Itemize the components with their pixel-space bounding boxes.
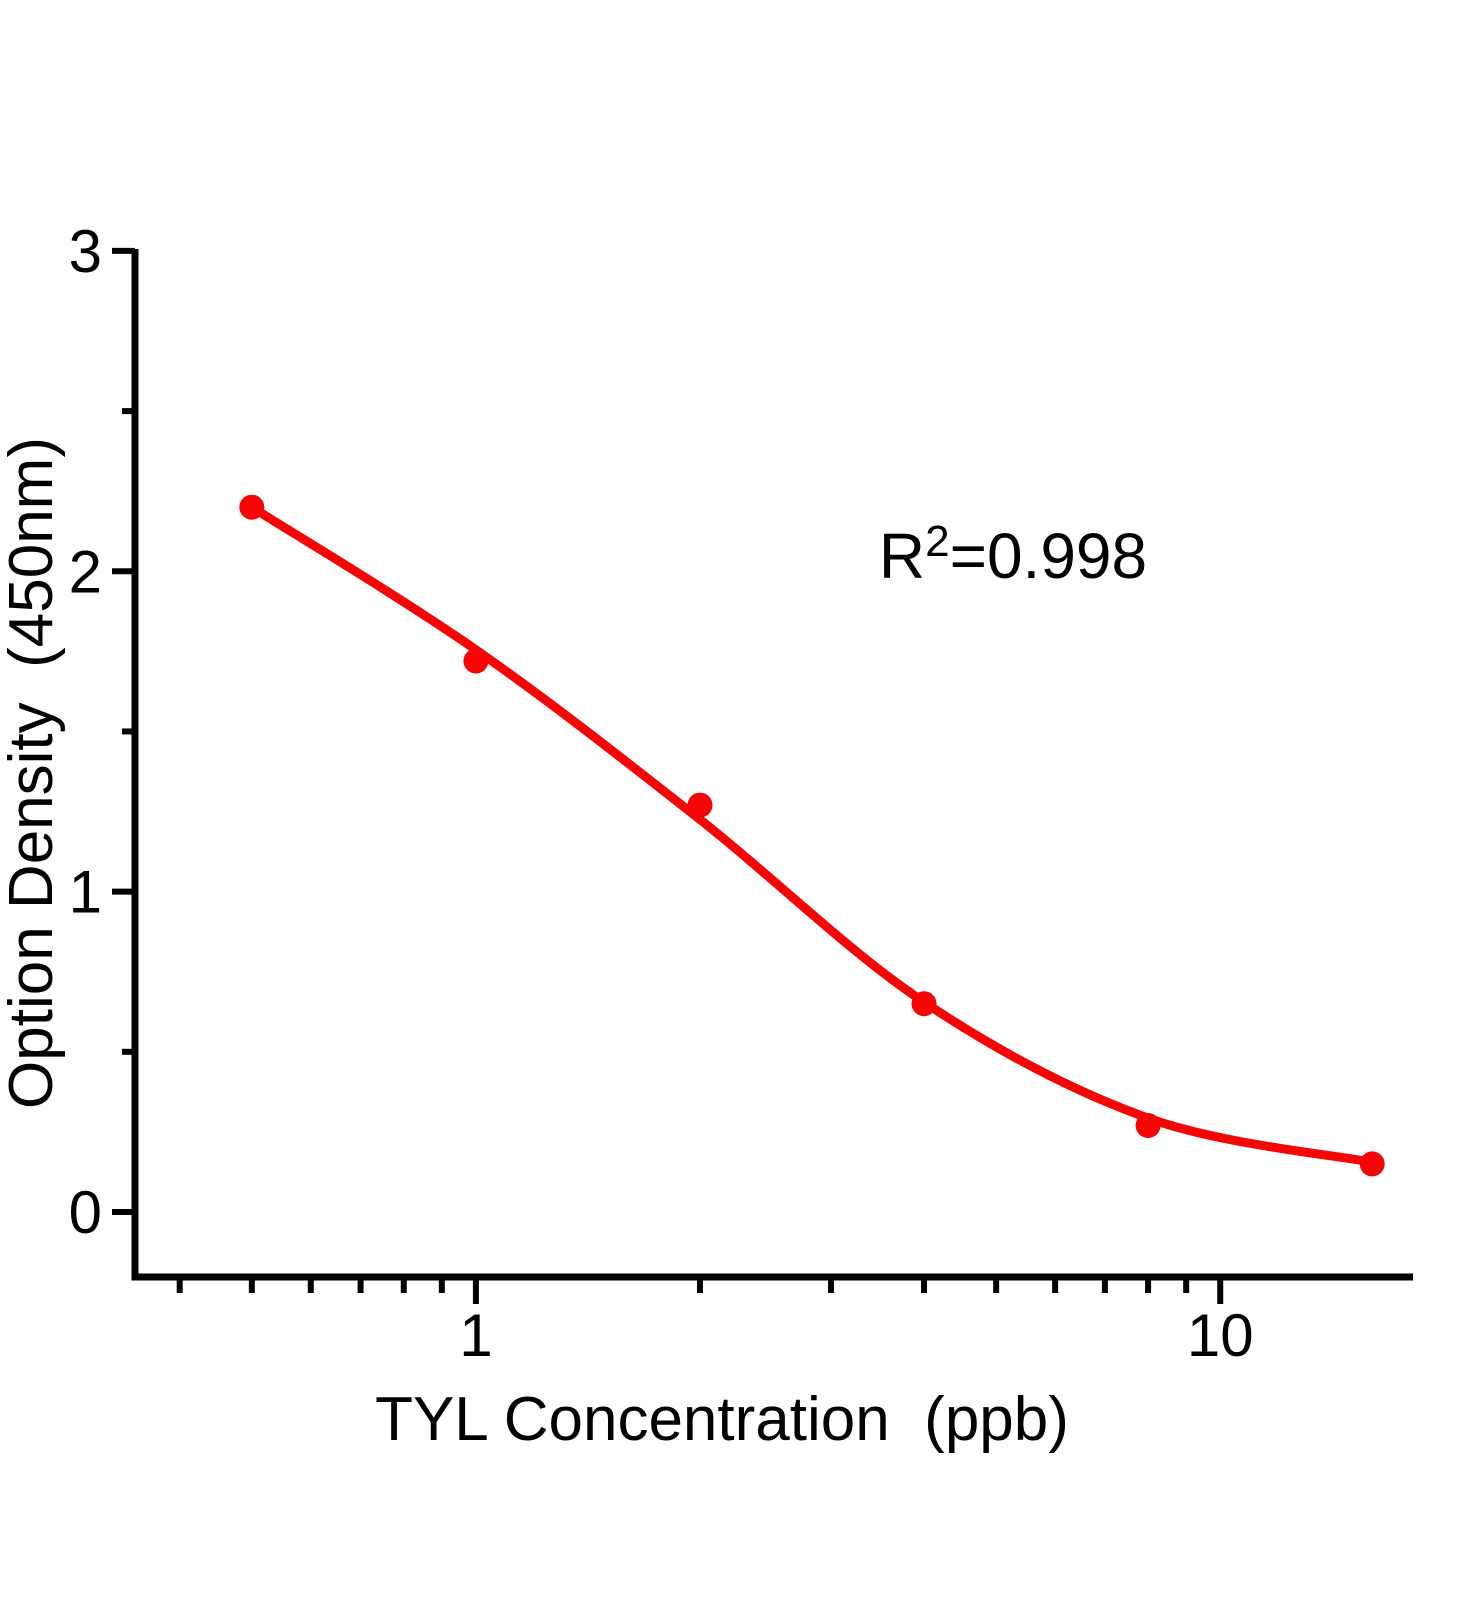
r-squared-base: R — [878, 520, 926, 592]
data-point — [911, 991, 937, 1017]
r-squared-annotation: R2=0.998 — [879, 520, 1147, 589]
data-point — [687, 792, 713, 818]
x-axis-title: TYL Concentration (ppb) — [375, 1385, 1069, 1454]
x-tick-label: 1 — [459, 1302, 492, 1369]
data-point — [1135, 1113, 1161, 1138]
data-point — [463, 648, 489, 674]
y-tick-label: 3 — [69, 218, 102, 285]
data-point — [1359, 1151, 1385, 1177]
y-tick-label: 2 — [69, 538, 102, 605]
r-squared-superscript: 2 — [925, 517, 950, 566]
y-tick-label: 1 — [69, 859, 102, 926]
r-squared-value: =0.998 — [949, 520, 1148, 592]
fit-curve-line — [247, 502, 1377, 1167]
x-tick-label: 10 — [1187, 1302, 1254, 1369]
y-axis-title: Option Density (450nm) — [0, 437, 66, 1109]
data-point — [239, 494, 265, 520]
axis-lines — [131, 249, 1413, 1281]
y-tick-label: 0 — [69, 1179, 102, 1246]
